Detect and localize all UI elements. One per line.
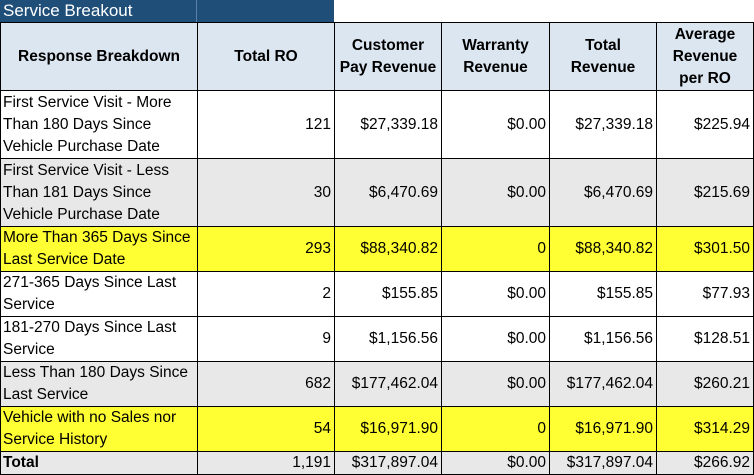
label-cell[interactable]: 181-270 Days Since Last Service: [0, 316, 198, 362]
warranty-cell[interactable]: $0.00: [441, 90, 550, 159]
label-cell[interactable]: More Than 365 Days Since Last Service Da…: [0, 226, 198, 272]
total-warranty-cell[interactable]: $0.00: [441, 451, 550, 475]
warranty-cell[interactable]: 0: [441, 226, 550, 272]
total-row: Total 1,191 $317,897.04 $0.00 $317,897.0…: [0, 451, 754, 475]
header-row: Response Breakdown Total RO Customer Pay…: [0, 22, 754, 91]
sheet-title-cell[interactable]: Service Breakout: [0, 0, 334, 22]
total-avg-revenue-cell[interactable]: $266.92: [656, 451, 754, 475]
total-revenue-cell[interactable]: $6,470.69: [549, 158, 657, 227]
customer-pay-cell[interactable]: $88,340.82: [334, 226, 442, 272]
customer-pay-cell[interactable]: $6,470.69: [334, 158, 442, 227]
total-customer-pay-cell[interactable]: $317,897.04: [334, 451, 442, 475]
table-row: First Service Visit - More Than 180 Days…: [0, 90, 754, 159]
warranty-cell[interactable]: $0.00: [441, 158, 550, 227]
total-ro-cell[interactable]: 293: [197, 226, 335, 272]
total-revenue-cell[interactable]: $27,339.18: [549, 90, 657, 159]
header-response-breakdown[interactable]: Response Breakdown: [0, 22, 198, 91]
table-row: 181-270 Days Since Last Service 9 $1,156.5…: [0, 316, 754, 362]
customer-pay-cell[interactable]: $16,971.90: [334, 406, 442, 452]
customer-pay-cell[interactable]: $177,462.04: [334, 361, 442, 407]
header-total-ro[interactable]: Total RO: [197, 22, 335, 91]
label-cell[interactable]: 271-365 Days Since Last Service: [0, 271, 198, 317]
avg-revenue-cell[interactable]: $77.93: [656, 271, 754, 317]
total-revenue-cell[interactable]: $317,897.04: [549, 451, 657, 475]
customer-pay-cell[interactable]: $1,156.56: [334, 316, 442, 362]
avg-revenue-cell[interactable]: $260.21: [656, 361, 754, 407]
service-breakout-table: Response Breakdown Total RO Customer Pay…: [0, 22, 754, 475]
customer-pay-cell[interactable]: $155.85: [334, 271, 442, 317]
header-warranty-revenue[interactable]: Warranty Revenue: [441, 22, 550, 91]
label-cell[interactable]: Less Than 180 Days Since Last Service: [0, 361, 198, 407]
total-revenue-cell[interactable]: $177,462.04: [549, 361, 657, 407]
total-ro-cell[interactable]: 2: [197, 271, 335, 317]
table-row: First Service Visit - Less Than 181 Days…: [0, 158, 754, 227]
header-total-revenue[interactable]: Total Revenue: [549, 22, 657, 91]
warranty-cell[interactable]: $0.00: [441, 271, 550, 317]
total-ro-cell[interactable]: 9: [197, 316, 335, 362]
warranty-cell[interactable]: $0.00: [441, 361, 550, 407]
label-cell[interactable]: First Service Visit - Less Than 181 Days…: [0, 158, 198, 227]
avg-revenue-cell[interactable]: $215.69: [656, 158, 754, 227]
total-ro-cell[interactable]: 30: [197, 158, 335, 227]
avg-revenue-cell[interactable]: $225.94: [656, 90, 754, 159]
total-ro-cell[interactable]: 1,191: [197, 451, 335, 475]
header-average-revenue-per-ro[interactable]: Average Revenue per RO: [656, 22, 754, 91]
label-cell[interactable]: First Service Visit - More Than 180 Days…: [0, 90, 198, 159]
total-ro-cell[interactable]: 54: [197, 406, 335, 452]
customer-pay-cell[interactable]: $27,339.18: [334, 90, 442, 159]
avg-revenue-cell[interactable]: $314.29: [656, 406, 754, 452]
total-ro-cell[interactable]: 121: [197, 90, 335, 159]
sheet-title: Service Breakout: [3, 1, 133, 20]
total-revenue-cell[interactable]: $16,971.90: [549, 406, 657, 452]
total-revenue-cell[interactable]: $1,156.56: [549, 316, 657, 362]
table-row: More Than 365 Days Since Last Service Da…: [0, 226, 754, 272]
avg-revenue-cell[interactable]: $128.51: [656, 316, 754, 362]
warranty-cell[interactable]: $0.00: [441, 316, 550, 362]
avg-revenue-cell[interactable]: $301.50: [656, 226, 754, 272]
total-ro-cell[interactable]: 682: [197, 361, 335, 407]
table-body: First Service Visit - More Than 180 Days…: [0, 90, 754, 452]
table-row: 271-365 Days Since Last Service 2 $155.85 $…: [0, 271, 754, 317]
table-row: Vehicle with no Sales nor Service Histor…: [0, 406, 754, 452]
title-row: Service Breakout: [0, 0, 754, 22]
cell-divider: [196, 0, 197, 22]
label-cell[interactable]: Vehicle with no Sales nor Service Histor…: [0, 406, 198, 452]
total-revenue-cell[interactable]: $155.85: [549, 271, 657, 317]
total-label-cell[interactable]: Total: [0, 451, 198, 475]
table-row: Less Than 180 Days Since Last Service 682…: [0, 361, 754, 407]
header-customer-pay-revenue[interactable]: Customer Pay Revenue: [334, 22, 442, 91]
total-revenue-cell[interactable]: $88,340.82: [549, 226, 657, 272]
warranty-cell[interactable]: 0: [441, 406, 550, 452]
